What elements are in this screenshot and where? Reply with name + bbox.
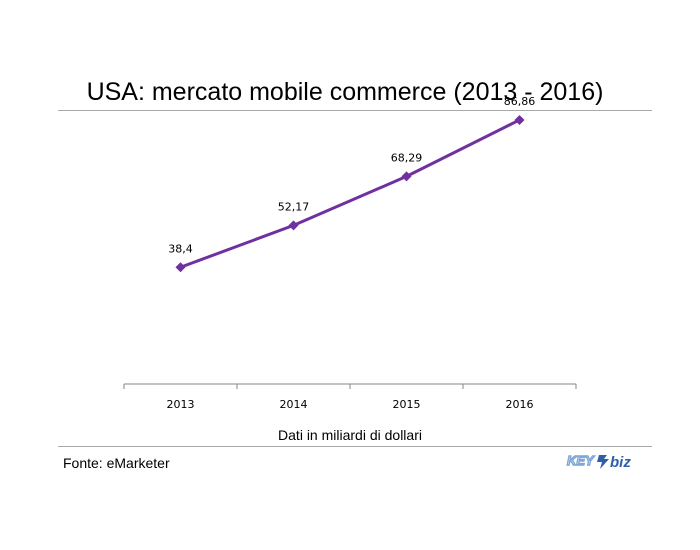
data-point-marker (175, 262, 186, 273)
title-divider (58, 110, 652, 111)
data-label: 68,29 (391, 151, 423, 164)
logo-key-text: KEY (567, 453, 595, 468)
data-point-marker (514, 114, 525, 125)
x-tick-label: 2013 (167, 398, 195, 411)
source-text: Fonte: eMarketer (63, 455, 170, 471)
footer-divider (58, 446, 652, 447)
data-label: 38,4 (168, 242, 193, 255)
keybiz-logo: KEY biz (566, 452, 631, 471)
data-point-marker (288, 220, 299, 231)
data-label: 52,17 (278, 200, 310, 213)
series-line (179, 118, 521, 269)
units-note: Dati in miliardi di dollari (278, 427, 422, 443)
x-tick-label: 2014 (280, 398, 308, 411)
logo-bolt-icon (597, 455, 609, 469)
data-label: 86,86 (504, 95, 536, 108)
chart-title: USA: mercato mobile commerce (2013 - 201… (86, 78, 604, 106)
x-tick-label: 2016 (506, 398, 534, 411)
data-point-marker (401, 171, 412, 182)
x-tick-label: 2015 (393, 398, 421, 411)
logo-biz-text: biz (610, 454, 631, 471)
